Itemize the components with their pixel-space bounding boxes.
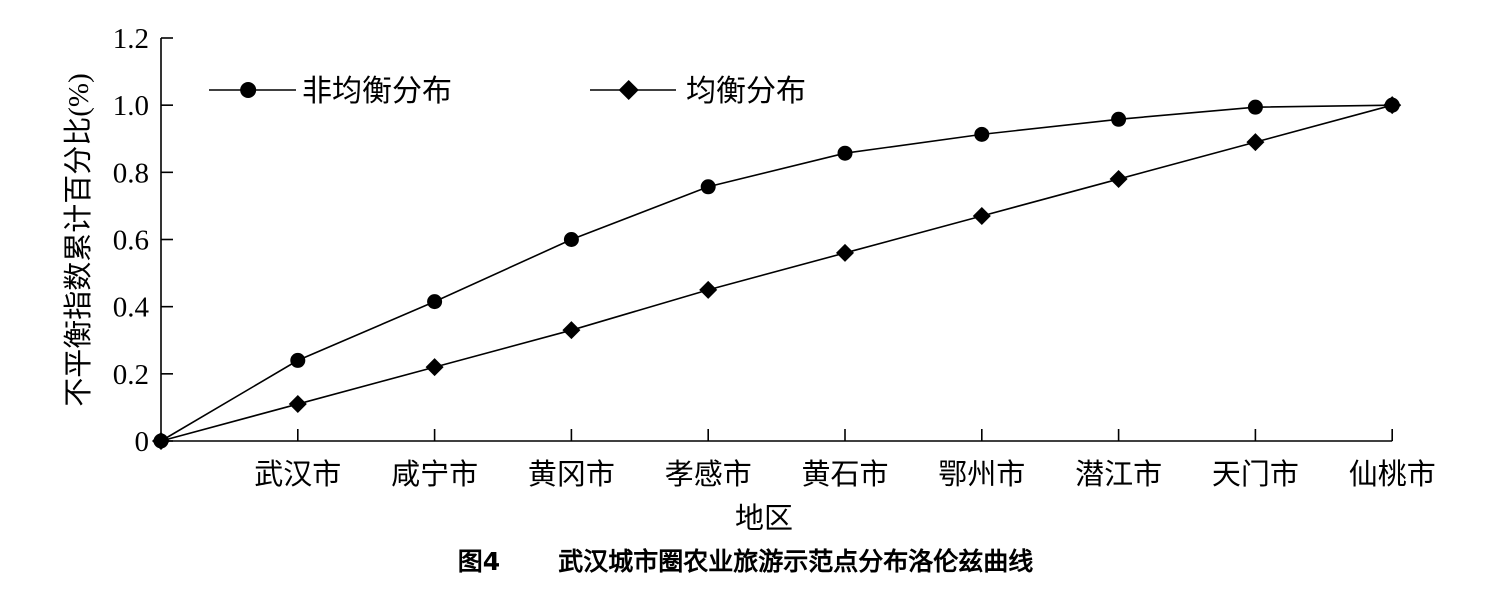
data-point-circle: [290, 352, 306, 368]
data-point-diamond: [1383, 96, 1402, 115]
data-point-diamond: [152, 432, 170, 450]
figure-number: 图4: [457, 547, 501, 576]
x-tick-label: 仙桃市: [1349, 458, 1436, 491]
series-layer: [152, 96, 1402, 450]
data-point-circle: [563, 232, 579, 247]
y-tick-label: 0.8: [113, 157, 149, 189]
x-axis-label: 地区: [735, 502, 793, 535]
data-point-circle: [427, 294, 443, 310]
x-ticks: 武汉市 咸宁市 黄冈市 孝感市 黄石市 鄂州市 潜江市 天门市 仙桃市: [254, 429, 1436, 491]
series-line: [160, 104, 1393, 442]
y-tick-label: 0.6: [113, 225, 149, 257]
data-point-diamond: [836, 243, 854, 262]
x-tick-label: 黄石市: [801, 458, 888, 491]
legend-marker-diamond: [618, 80, 639, 100]
x-tick-label: 黄冈市: [528, 458, 615, 491]
figure-caption: 图4 武汉城市圈农业旅游示范点分布洛伦兹曲线: [0, 542, 1491, 578]
series-balanced: [152, 96, 1402, 450]
data-point-diamond: [288, 395, 307, 414]
data-point-circle: [974, 126, 990, 142]
x-tick-label: 孝感市: [665, 458, 752, 491]
data-point-circle: [837, 145, 853, 161]
y-tick-label: 1.2: [113, 23, 149, 55]
data-point-circle: [1111, 111, 1127, 127]
data-point-circle: [700, 179, 716, 195]
legend-marker-circle: [240, 82, 257, 98]
series-line: [160, 104, 1393, 442]
figure-title: 武汉城市圈农业旅游示范点分布洛伦兹曲线: [558, 547, 1034, 576]
data-point-diamond: [425, 358, 444, 377]
data-point-diamond: [1246, 133, 1265, 152]
x-tick-label: 鄂州市: [938, 458, 1025, 491]
x-tick-label: 咸宁市: [391, 458, 478, 491]
y-tick-label: 0.4: [113, 292, 150, 324]
legend-item: 均衡分布: [590, 75, 806, 108]
y-axis-label: 不平衡指数累计百分比(%): [62, 73, 95, 406]
x-tick-label: 天门市: [1212, 458, 1299, 491]
data-point-diamond: [972, 206, 991, 225]
data-point-diamond: [699, 280, 718, 299]
y-ticks: 0 0.2 0.4 0.6 0.8 1.0 1.2: [113, 23, 173, 458]
legend-label: 非均衡分布: [302, 75, 452, 108]
series-unbalanced: [153, 97, 1400, 449]
x-tick-label: 武汉市: [254, 458, 341, 491]
y-tick-label: 0: [135, 426, 150, 458]
legend-item: 非均衡分布: [209, 75, 452, 108]
x-tick-label: 潜江市: [1075, 458, 1162, 491]
data-point-diamond: [562, 321, 581, 340]
lorenz-chart: 0 0.2 0.4 0.6 0.8 1.0 1.2 武汉市 咸宁市 黄冈市 孝感市 黄石市 鄂州市 潜江…: [62, 23, 1436, 535]
legend: 非均衡分布 均衡分布: [209, 75, 806, 108]
data-point-diamond: [1109, 170, 1128, 189]
data-point-circle: [1247, 99, 1263, 115]
legend-label: 均衡分布: [686, 75, 806, 108]
y-tick-label: 1.0: [113, 90, 149, 122]
y-tick-label: 0.2: [113, 359, 149, 391]
